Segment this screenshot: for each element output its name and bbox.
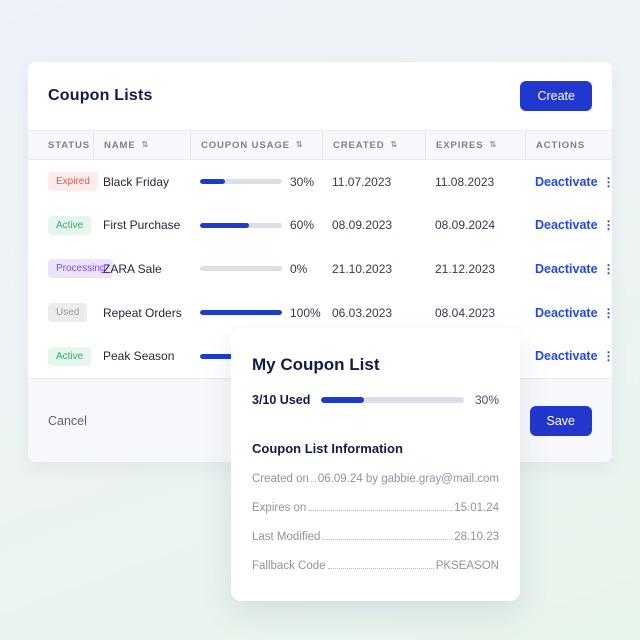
- actions-cell: Deactivate ⋮: [525, 262, 615, 276]
- info-section-heading: Coupon List Information: [252, 441, 403, 456]
- created-date: 21.10.2023: [332, 261, 393, 276]
- usage-progress-bar: [321, 397, 464, 403]
- usage-percent: 60%: [290, 218, 315, 233]
- usage-percent: 0%: [290, 261, 308, 276]
- status-badge: Active: [48, 346, 92, 366]
- column-header-actions: ACTIONS: [525, 131, 612, 159]
- actions-cell: Deactivate ⋮: [525, 218, 615, 232]
- dotted-leader: [308, 510, 453, 511]
- column-header-name: NAME ⇅: [93, 131, 190, 159]
- column-label: EXPIRES: [436, 139, 484, 151]
- column-header-expires: EXPIRES ⇅: [425, 131, 525, 159]
- usage-percent: 30%: [290, 174, 315, 189]
- status-badge: Used: [48, 303, 88, 323]
- info-row-expires: Expires on 15.01.24: [252, 502, 499, 514]
- column-label: CREATED: [333, 139, 385, 151]
- deactivate-link[interactable]: Deactivate: [535, 218, 598, 233]
- coupon-name: ZARA Sale: [103, 261, 162, 276]
- dotted-leader: [310, 481, 316, 482]
- column-header-created: CREATED ⇅: [322, 131, 425, 159]
- cancel-button[interactable]: Cancel: [48, 413, 87, 428]
- deactivate-link[interactable]: Deactivate: [535, 174, 598, 189]
- usage-percent: 100%: [290, 305, 321, 320]
- status-badge: Expired: [48, 172, 98, 192]
- sort-icon[interactable]: ⇅: [489, 140, 498, 149]
- card-header: Coupon Lists Create: [28, 62, 612, 130]
- expires-date: 08.09.2024: [435, 218, 496, 233]
- usage-progress-bar: [200, 310, 282, 316]
- info-value: PKSEASON: [435, 560, 499, 572]
- info-label: Expires on: [252, 502, 307, 514]
- deactivate-link[interactable]: Deactivate: [535, 349, 598, 364]
- actions-cell: Deactivate ⋮: [525, 349, 615, 363]
- actions-cell: Deactivate ⋮: [525, 306, 615, 320]
- usage-count-label: 3/10 Used: [252, 393, 311, 407]
- kebab-menu-icon[interactable]: ⋮: [602, 349, 615, 364]
- expires-date: 08.04.2023: [435, 305, 496, 320]
- coupon-name: First Purchase: [103, 218, 181, 233]
- column-label: COUPON USAGE: [201, 139, 290, 151]
- info-label: Fallback Code: [252, 560, 326, 572]
- expires-date: 21.12.2023: [435, 261, 496, 276]
- expires-date: 11.08.2023: [435, 174, 495, 189]
- column-label: NAME: [104, 139, 136, 151]
- info-value: 06.09.24 by gabbie.gray@mail.com: [317, 473, 499, 485]
- column-label: ACTIONS: [536, 139, 586, 151]
- usage-progress-bar: [200, 179, 282, 185]
- table-row: Processing ZARA Sale 0% 21.10.2023 21.12…: [28, 247, 615, 291]
- created-date: 06.03.2023: [332, 305, 393, 320]
- info-label: Last Modified: [252, 531, 321, 543]
- popover-title: My Coupon List: [252, 355, 380, 374]
- table-row: Expired Black Friday 30% 11.07.2023 11.0…: [28, 160, 615, 204]
- created-date: 08.09.2023: [332, 218, 393, 233]
- coupon-name: Peak Season: [103, 349, 175, 364]
- my-coupon-list-card: My Coupon List 3/10 Used 30% Coupon List…: [231, 328, 520, 601]
- usage-cell: 60%: [190, 218, 322, 232]
- table-row: Used Repeat Orders 100% 06.03.2023 08.04…: [28, 291, 615, 335]
- column-label: STATUS: [48, 139, 90, 151]
- usage-percent: 30%: [474, 393, 499, 407]
- dotted-leader: [327, 568, 434, 569]
- kebab-menu-icon[interactable]: ⋮: [602, 174, 615, 189]
- column-header-status: STATUS: [28, 131, 93, 159]
- sort-icon[interactable]: ⇅: [390, 140, 399, 149]
- deactivate-link[interactable]: Deactivate: [535, 261, 598, 276]
- usage-cell: 0%: [190, 262, 322, 276]
- info-value: 15.01.24: [454, 502, 499, 514]
- usage-progress-bar: [200, 222, 282, 228]
- created-date: 11.07.2023: [332, 174, 392, 189]
- table-header: STATUS NAME ⇅ COUPON USAGE ⇅ CREATED ⇅ E…: [28, 130, 612, 160]
- kebab-menu-icon[interactable]: ⋮: [602, 218, 615, 233]
- coupon-name: Repeat Orders: [103, 305, 182, 320]
- info-row-last-modified: Last Modified 28.10.23: [252, 531, 499, 543]
- popover-usage-row: 3/10 Used 30%: [252, 393, 499, 407]
- coupon-lists-card: Coupon Lists Create STATUS NAME ⇅ COUPON…: [28, 62, 615, 462]
- status-badge: Processing: [48, 259, 114, 279]
- column-header-coupon-usage: COUPON USAGE ⇅: [190, 131, 322, 159]
- page-title: Coupon Lists: [48, 87, 153, 104]
- coupon-name: Black Friday: [103, 174, 170, 189]
- create-button[interactable]: Create: [520, 81, 592, 111]
- usage-cell: 100%: [190, 306, 322, 320]
- info-row-fallback-code: Fallback Code PKSEASON: [252, 560, 499, 572]
- kebab-menu-icon[interactable]: ⋮: [602, 305, 615, 320]
- info-value: 28.10.23: [454, 531, 499, 543]
- table-row: Active First Purchase 60% 08.09.2023 08.…: [28, 204, 615, 248]
- info-row-created: Created on 06.09.24 by gabbie.gray@mail.…: [252, 473, 499, 485]
- usage-progress-bar: [200, 266, 282, 272]
- kebab-menu-icon[interactable]: ⋮: [602, 261, 615, 276]
- save-button[interactable]: Save: [529, 405, 592, 436]
- actions-cell: Deactivate ⋮: [525, 175, 615, 189]
- usage-cell: 30%: [190, 175, 322, 189]
- dotted-leader: [322, 539, 453, 540]
- sort-icon[interactable]: ⇅: [295, 140, 304, 149]
- sort-icon[interactable]: ⇅: [141, 140, 150, 149]
- info-label: Created on: [252, 473, 309, 485]
- deactivate-link[interactable]: Deactivate: [535, 305, 598, 320]
- status-badge: Active: [48, 215, 92, 235]
